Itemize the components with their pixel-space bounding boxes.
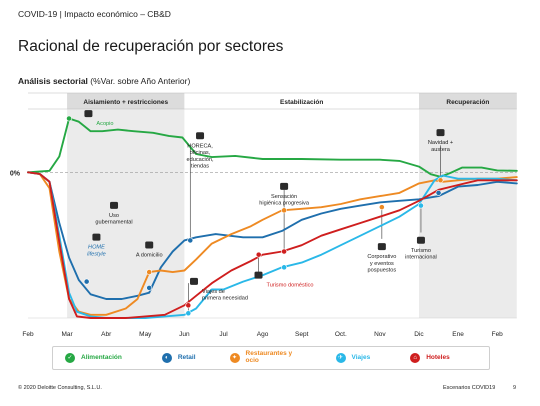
phase-label-estabilizacion: Estabilización <box>280 99 323 106</box>
legend-dot-retail: ◐ <box>161 353 172 363</box>
annotation-text-2-0: Navidad + <box>428 140 453 146</box>
legend-item-retail: ◐ Retail <box>161 353 196 363</box>
x-tick-label-11: Ene <box>452 331 464 338</box>
legend-label-alimentacion: Alimentación <box>81 353 122 361</box>
annotation-text-8-1: internacional <box>405 255 437 261</box>
footer-scenario: Escenarios COVID19 <box>443 385 496 391</box>
legend-label-restaurantes-y-ocio: Restaurantes y ocio <box>245 350 293 364</box>
annotation-text-7-2: pospuestos <box>368 268 397 274</box>
annotation-text-7-1: y eventos <box>370 261 394 267</box>
x-tick-label-10: Dic <box>414 331 424 338</box>
legend-dot-viajes: ✈ <box>335 353 346 363</box>
horeca-icon <box>196 132 205 140</box>
annotation-text-3-1: gubernamental <box>95 220 132 226</box>
phase-header-recuperacion <box>419 93 517 109</box>
annotation-text-3-0: Uso <box>109 213 119 219</box>
phase-header-estabilizacion <box>184 93 419 109</box>
series-line-alimentacion <box>27 117 518 178</box>
annotation-text-5-1: lifestyle <box>87 251 106 257</box>
report-header-label: COVID-19 | Impacto económico – CB&D <box>18 9 171 19</box>
chart-legend: ✓ Alimentación ◐ Retail ✦ Restaurantes y ocio… <box>52 346 490 370</box>
series-marker-restaurantes-y-ocio-1 <box>281 207 288 214</box>
series-marker-viajes-0 <box>185 310 192 317</box>
legend-dot-alimentacion: ✓ <box>65 353 75 363</box>
sector-recovery-chart: Aislamiento + restricciones Estabilizació… <box>10 92 518 338</box>
page-number: 9 <box>513 385 517 391</box>
x-tick-label-1: Mar <box>61 331 73 338</box>
series-marker-hoteles-1 <box>255 251 262 258</box>
chart-subtitle: Análisis sectorial (%Var. sobre Año Ante… <box>18 76 190 86</box>
series-marker-viajes-1 <box>281 264 288 271</box>
x-tick-label-5: Jul <box>219 331 228 338</box>
globo-icon <box>416 236 425 244</box>
series-marker-retail-0 <box>83 278 90 285</box>
y-tick-label-zero: 0% <box>10 170 21 177</box>
series-line-hoteles <box>27 171 518 319</box>
subtitle-rest: (%Var. sobre Año Anterior) <box>87 76 191 86</box>
series-marker-alimentacion-0 <box>66 115 72 122</box>
legend-item-restaurantes-y-ocio: ✦ Restaurantes y ocio <box>229 350 296 365</box>
navidad-icon <box>436 129 445 137</box>
maletin-icon <box>377 243 386 251</box>
series-line-retail <box>27 171 518 300</box>
higiene-icon <box>280 182 289 190</box>
page-title: Racional de recuperación por sectores <box>18 38 284 55</box>
home-icon <box>92 233 101 241</box>
series-marker-restaurantes-y-ocio-2 <box>378 204 385 211</box>
gobierno-icon <box>110 201 119 209</box>
series-marker-hoteles-2 <box>281 248 288 255</box>
series-marker-retail-1 <box>146 285 153 291</box>
legend-label-retail: Retail <box>177 353 196 361</box>
phase-header-aislamiento-restricciones <box>67 93 185 109</box>
legend-label-viajes: Viajes <box>351 353 371 361</box>
x-tick-label-6: Ago <box>257 331 269 338</box>
series-marker-hoteles-0 <box>185 302 192 309</box>
x-tick-label-2: Abr <box>101 331 112 338</box>
annotation-text-2-1: austera <box>431 147 451 153</box>
annotation-text-4-0: Sensación <box>271 194 297 200</box>
series-marker-retail-3 <box>435 190 442 196</box>
annotation-text-1-3: tiendas <box>191 164 209 170</box>
phase-band-recuperacion <box>419 93 517 318</box>
phase-label-aislamiento-restricciones: Aislamiento + restricciones <box>83 99 168 106</box>
x-tick-label-12: Feb <box>492 331 504 338</box>
x-tick-label-3: May <box>139 331 152 338</box>
x-tick-label-8: Oct. <box>335 331 347 338</box>
series-marker-restaurantes-y-ocio-3 <box>437 177 444 184</box>
legend-dot-restaurantes-y-ocio: ✦ <box>229 353 240 363</box>
x-tick-label-0: Feb <box>22 331 34 338</box>
subtitle-bold: Análisis sectorial <box>18 76 88 86</box>
x-tick-label-4: Jun <box>179 331 190 338</box>
acopio-icon <box>84 110 93 118</box>
annotation-text-1-1: oficinas, <box>190 150 211 156</box>
annotation-text-0-0: Acopio <box>96 121 113 127</box>
avion-icon <box>189 277 198 285</box>
series-marker-restaurantes-y-ocio-0 <box>146 269 153 275</box>
wifi-icon <box>145 241 154 249</box>
annotation-text-6-0: A domicilio <box>136 253 163 259</box>
annotation-text-4-1: higiénica progresiva <box>259 201 310 207</box>
annotation-text-10-1: primera necesidad <box>202 296 248 302</box>
x-tick-label-9: Nov <box>374 331 386 338</box>
phase-label-recuperacion: Recuperación <box>446 99 489 106</box>
x-tick-label-7: Sept <box>295 331 309 338</box>
legend-item-viajes: ✈ Viajes <box>335 353 371 363</box>
footer-copyright: © 2020 Deloitte Consulting, S.L.U. <box>18 385 102 391</box>
annotation-text-5-0: HOME <box>88 245 105 251</box>
annotation-text-1-2: educación, <box>187 157 215 163</box>
legend-item-hoteles: ⌂ Hoteles <box>410 353 450 363</box>
series-marker-retail-2 <box>187 237 194 244</box>
legend-dot-hoteles: ⌂ <box>410 353 421 363</box>
legend-item-alimentacion: ✓ Alimentación <box>65 353 122 363</box>
espana-icon <box>254 271 263 279</box>
annotation-text-9-0: Turismo doméstico <box>267 283 314 289</box>
legend-label-hoteles: Hoteles <box>426 353 450 361</box>
annotation-text-8-0: Turismo <box>411 248 431 254</box>
annotation-text-7-0: Corporativo <box>367 254 396 260</box>
annotation-text-1-0: HORECA, <box>187 143 213 149</box>
series-marker-viajes-2 <box>418 202 424 209</box>
annotation-text-10-0: Viajes de <box>202 289 225 295</box>
